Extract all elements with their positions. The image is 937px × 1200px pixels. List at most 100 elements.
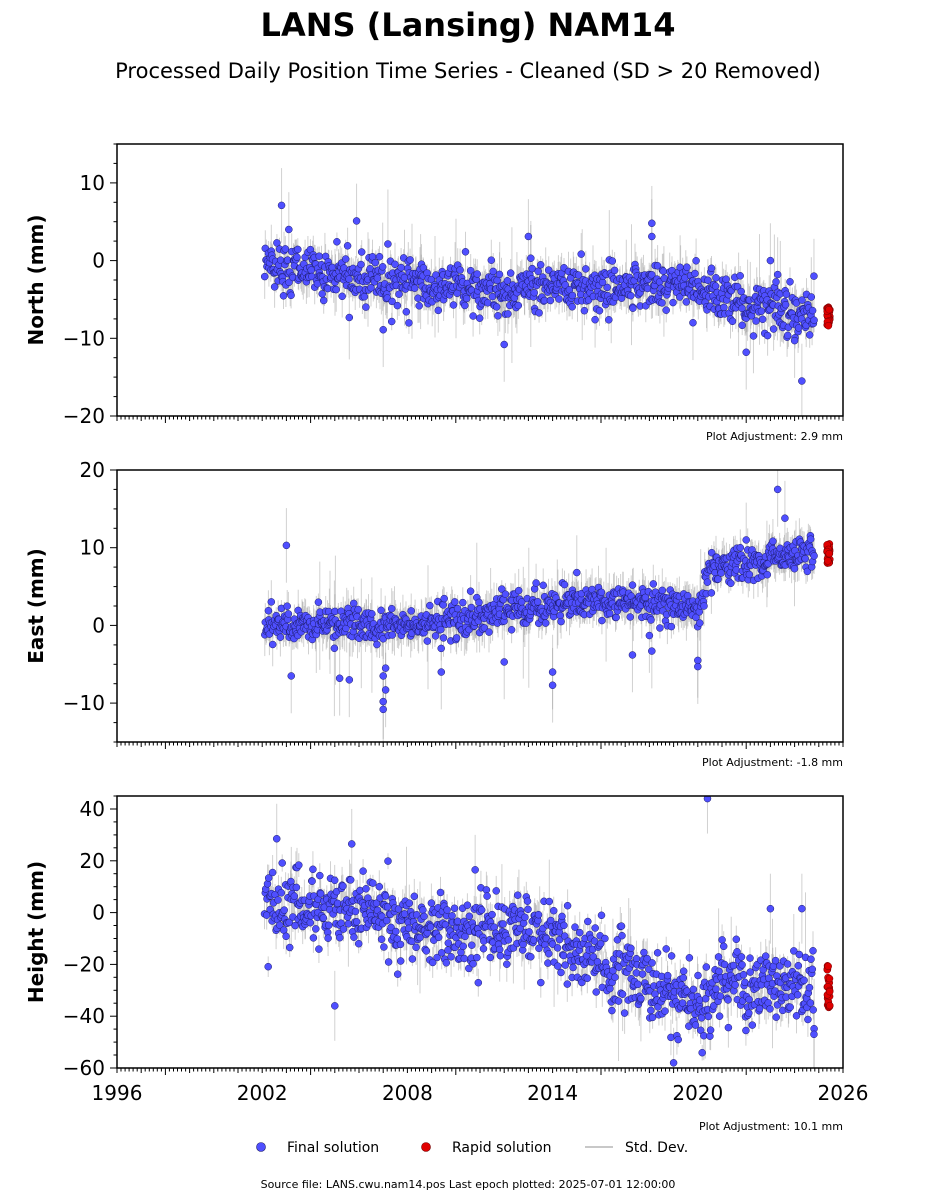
final-point — [603, 283, 611, 292]
outlier-point — [773, 485, 782, 494]
final-point — [475, 598, 483, 607]
y-tick-label: −20 — [63, 404, 105, 428]
final-point — [373, 274, 382, 282]
outlier-point — [810, 272, 818, 280]
final-point — [260, 272, 269, 281]
final-point — [790, 564, 799, 573]
final-point — [582, 265, 590, 273]
rapid-solution-points — [823, 303, 834, 330]
final-point — [283, 602, 291, 610]
plot-adjustment: Plot Adjustment: -1.8 mm — [702, 756, 843, 769]
panel-2: 1996 2002 2008 2014 2020 2026−60−40−2002040He… — [24, 795, 868, 1133]
final-point — [704, 276, 712, 285]
outlier-point — [379, 672, 387, 680]
final-point — [568, 291, 577, 300]
final-point — [769, 325, 778, 333]
final-point — [331, 607, 339, 616]
final-point — [393, 301, 402, 310]
final-point — [712, 274, 720, 282]
final-point — [373, 640, 381, 649]
final-point — [357, 248, 366, 256]
final-point — [653, 262, 662, 270]
final-point — [492, 303, 501, 311]
outlier-point — [285, 225, 293, 234]
final-point — [287, 291, 295, 300]
final-point — [264, 606, 273, 615]
final-point — [628, 581, 637, 589]
final-point — [720, 303, 728, 312]
final-point — [738, 321, 746, 330]
final-point — [480, 624, 489, 632]
final-point — [345, 313, 354, 322]
final-point — [439, 601, 447, 609]
final-point — [294, 245, 302, 254]
outlier-point — [527, 254, 535, 262]
final-point — [315, 252, 323, 260]
final-point — [714, 575, 722, 583]
final-point — [415, 302, 423, 310]
final-point — [703, 578, 712, 586]
chart-title: LANS (Lansing) NAM14 — [261, 6, 676, 44]
final-point — [319, 296, 328, 305]
final-point — [405, 319, 413, 327]
final-point — [456, 266, 464, 274]
final-point — [341, 255, 350, 263]
final-point — [461, 248, 470, 256]
final-point — [437, 644, 445, 653]
rapid-solution-points — [823, 540, 834, 567]
final-point — [595, 306, 604, 315]
outlier-point — [798, 377, 806, 385]
outlier-point — [790, 336, 799, 345]
final-point — [357, 260, 365, 269]
final-point — [469, 312, 477, 320]
final-point — [612, 613, 620, 622]
final-point — [783, 331, 792, 340]
final-point — [557, 617, 565, 626]
final-point — [591, 315, 599, 324]
outlier-point — [648, 219, 656, 228]
y-ticks — [110, 143, 117, 417]
outlier-point — [500, 340, 508, 349]
final-point — [626, 613, 634, 621]
final-point — [498, 585, 506, 593]
final-point — [682, 298, 691, 306]
final-point — [391, 260, 399, 269]
plot-area — [260, 168, 834, 416]
final-point — [692, 257, 700, 265]
final-point — [378, 263, 387, 271]
final-point — [314, 598, 323, 606]
final-point — [345, 275, 353, 283]
rapid-point — [825, 549, 833, 558]
outlier-point — [548, 668, 557, 676]
final-point — [487, 256, 496, 264]
final-point — [683, 263, 691, 271]
final-point — [423, 637, 432, 645]
final-point — [728, 317, 737, 326]
final-point — [506, 269, 515, 277]
final-point — [431, 632, 440, 640]
final-point — [810, 316, 818, 324]
final-point — [377, 606, 385, 615]
final-point — [786, 278, 794, 286]
x-ticks — [116, 742, 844, 749]
final-point — [629, 304, 637, 312]
final-point — [647, 616, 655, 624]
final-point — [466, 587, 475, 595]
outlier-point — [781, 514, 789, 522]
panel-0: −20 −10 0 10 North (mm) Plot Adjustment: 2.9 … — [24, 143, 844, 443]
outlier-point — [645, 631, 654, 640]
rapid-point — [824, 557, 832, 565]
final-point — [806, 535, 815, 543]
plot-area — [261, 470, 834, 742]
final-point — [798, 296, 806, 304]
final-point — [270, 283, 279, 291]
final-point — [267, 598, 276, 606]
final-point — [659, 267, 667, 275]
final-point — [451, 598, 459, 606]
final-point — [395, 290, 403, 298]
y-axis-label: East (mm) — [24, 548, 48, 664]
outlier-point — [766, 256, 775, 265]
final-point — [648, 271, 656, 279]
final-point — [763, 570, 772, 579]
